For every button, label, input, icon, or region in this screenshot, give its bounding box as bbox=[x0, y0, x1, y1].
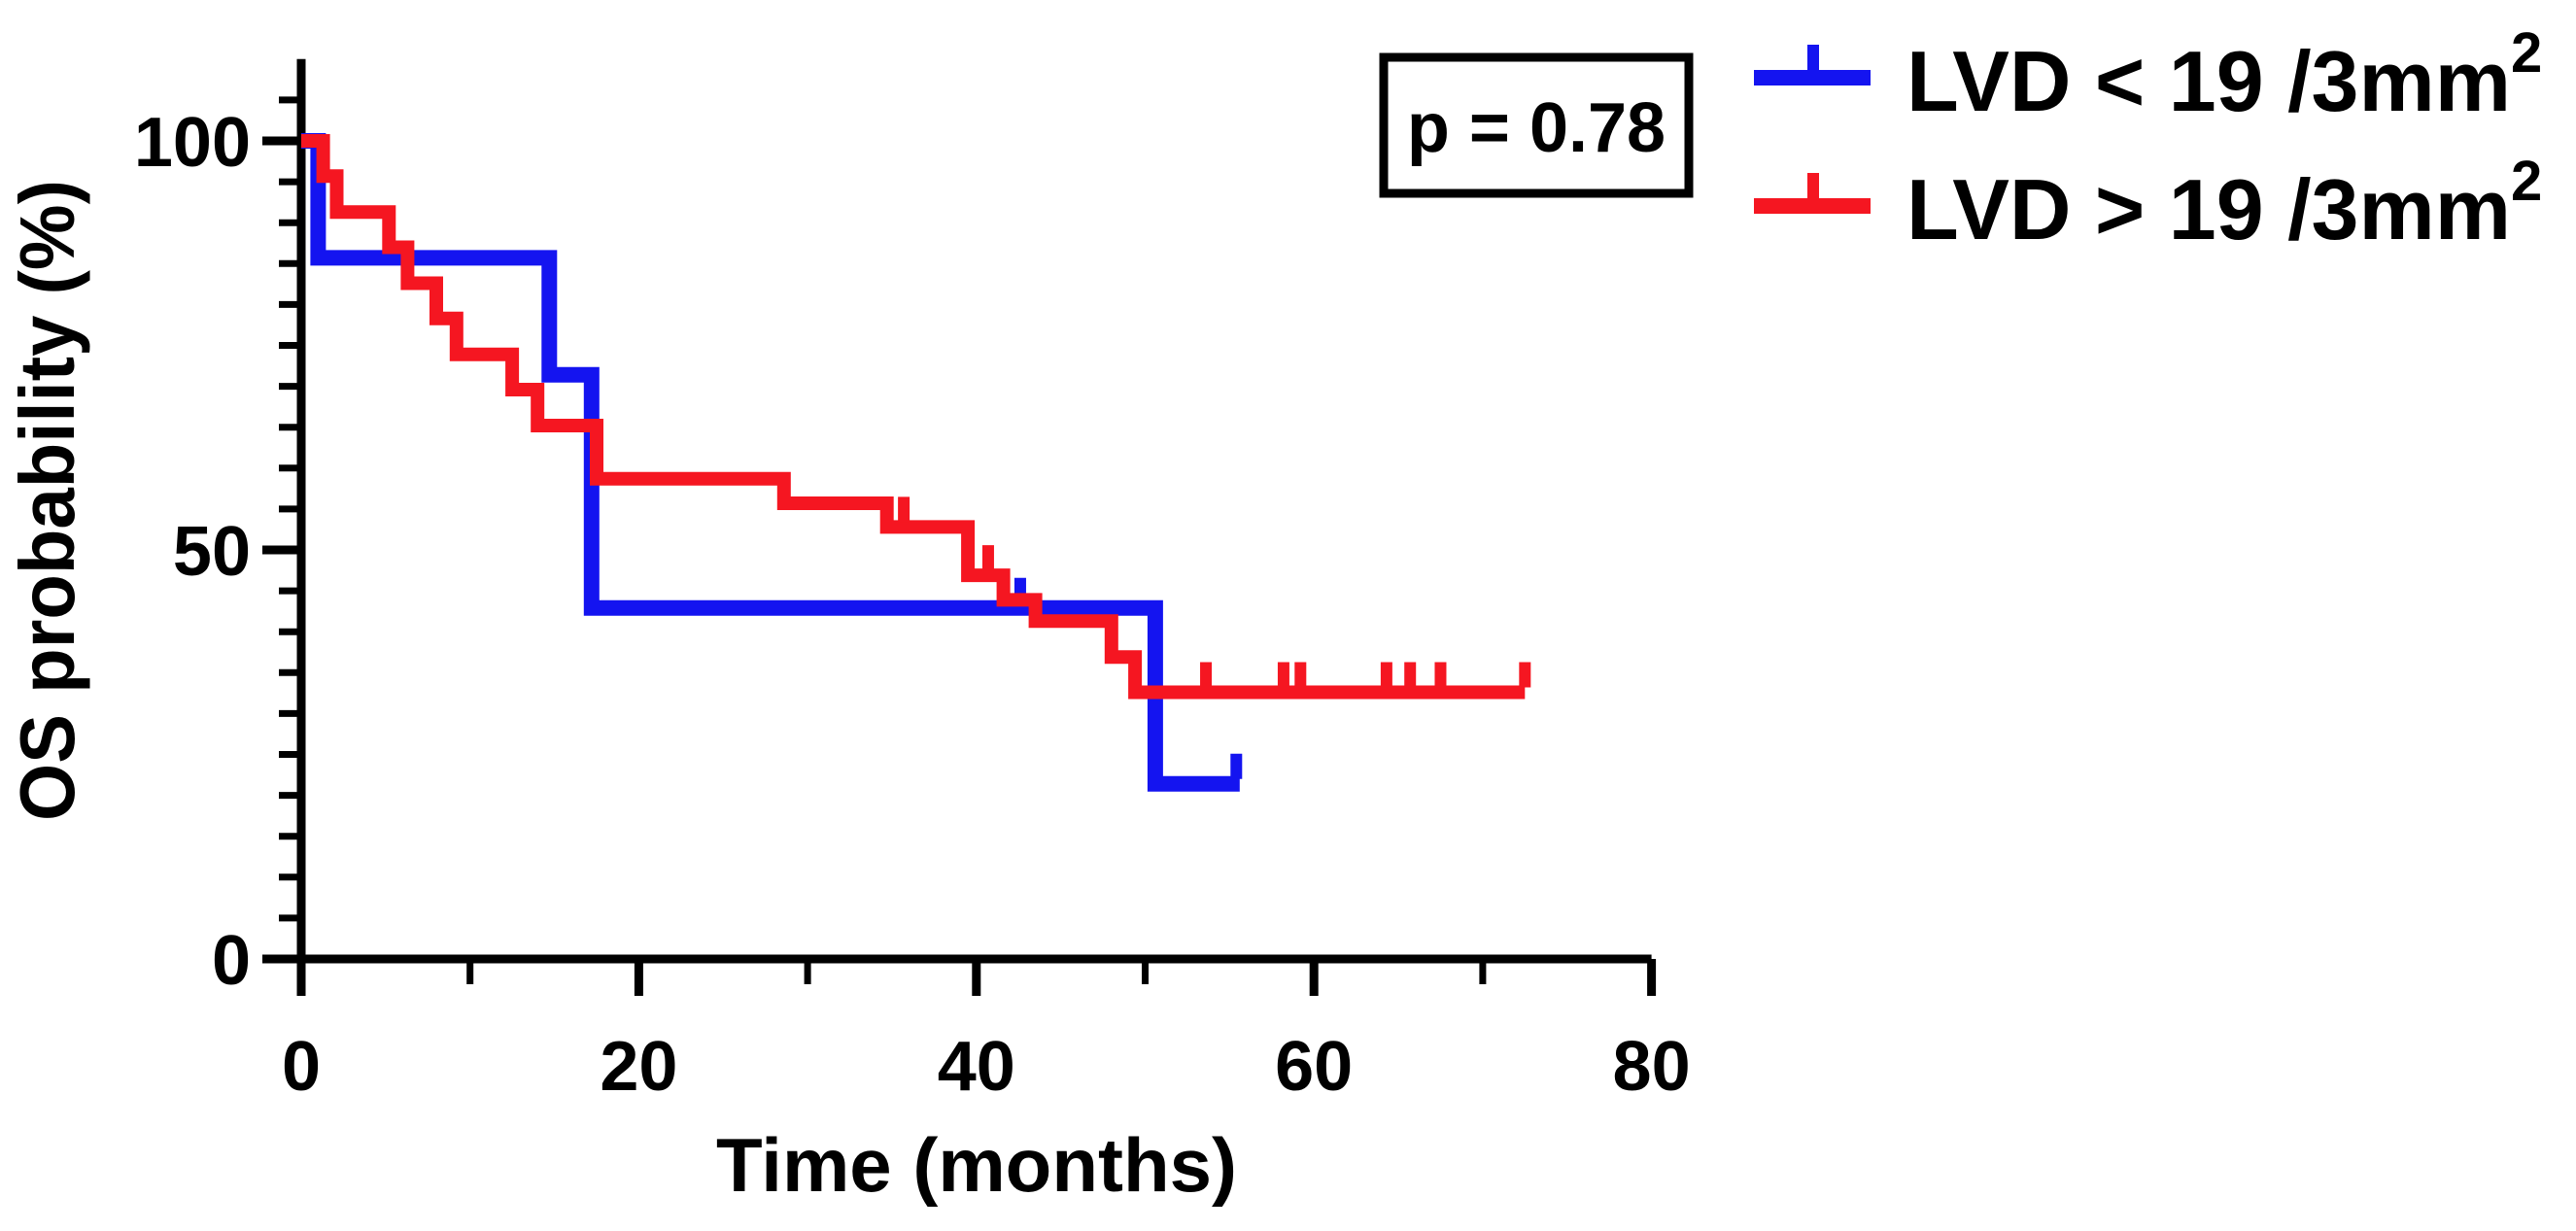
y-tick-label: 100 bbox=[134, 104, 251, 182]
x-axis-title: Time (months) bbox=[716, 1122, 1237, 1208]
x-tick-label: 0 bbox=[282, 1028, 321, 1106]
legend-label-lvd-gt-19: LVD > 19 /3mm2 bbox=[1906, 150, 2542, 257]
y-tick-label: 0 bbox=[212, 922, 251, 1000]
legend-label-superscript: 2 bbox=[2511, 150, 2542, 213]
km-curve-lvd-gt-19 bbox=[301, 134, 1526, 700]
legend-item-lvd-lt-19: LVD < 19 /3mm2 bbox=[1754, 21, 2542, 129]
km-curve-lvd-lt-19 bbox=[301, 133, 1240, 792]
x-tick-label: 80 bbox=[1613, 1028, 1691, 1106]
p-value-text: p = 0.78 bbox=[1407, 89, 1666, 167]
legend-label-superscript: 2 bbox=[2511, 21, 2542, 85]
legend-item-lvd-gt-19: LVD > 19 /3mm2 bbox=[1754, 150, 2542, 257]
x-tick-label: 40 bbox=[938, 1028, 1015, 1106]
y-axis-title: OS probability (%) bbox=[4, 180, 90, 821]
legend: LVD < 19 /3mm2 LVD > 19 /3mm2 bbox=[1754, 21, 2542, 257]
axes: 0 50 100 0 20 40 60 80 bbox=[134, 58, 1691, 1106]
survival-curves bbox=[301, 133, 1531, 792]
x-tick-label: 60 bbox=[1275, 1028, 1353, 1106]
p-value-annotation: p = 0.78 bbox=[1379, 52, 1694, 198]
x-tick-label: 20 bbox=[600, 1028, 677, 1106]
legend-label-text: LVD > 19 /3mm bbox=[1906, 161, 2511, 257]
legend-label-text: LVD < 19 /3mm bbox=[1906, 33, 2511, 129]
p-value-box-border bbox=[1379, 52, 1694, 198]
y-tick-label: 50 bbox=[173, 513, 251, 591]
legend-label-lvd-lt-19: LVD < 19 /3mm2 bbox=[1906, 21, 2542, 129]
